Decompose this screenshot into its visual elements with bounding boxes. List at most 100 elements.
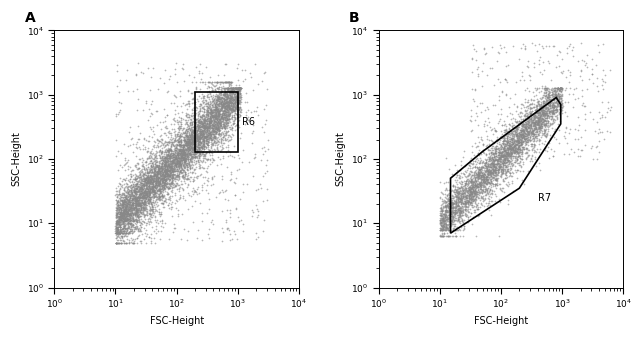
Point (203, 116, 213, 122)
Point (226, 83, 236, 88)
Point (120, 194, 130, 200)
Point (161, 168, 171, 173)
Point (181, 134, 192, 139)
Point (145, 160, 155, 165)
Point (229, 115, 239, 120)
Point (545, 102, 556, 107)
Point (135, 203, 145, 209)
Point (194, 111, 204, 116)
Point (453, 207, 464, 213)
Point (503, 168, 513, 174)
Point (494, 98, 504, 103)
Point (505, 152, 516, 157)
Point (228, 104, 238, 110)
Point (134, 185, 145, 190)
Point (197, 153, 208, 158)
Point (176, 167, 186, 173)
Point (449, 209, 459, 214)
Point (234, 98, 244, 103)
Point (217, 95, 227, 100)
Point (111, 215, 121, 221)
Point (478, 173, 489, 178)
Point (112, 226, 122, 232)
Point (550, 91, 561, 96)
Point (541, 92, 551, 97)
Point (448, 205, 458, 210)
Point (163, 168, 173, 174)
Point (548, 102, 558, 108)
Point (263, 137, 273, 143)
Point (162, 156, 172, 161)
Point (545, 106, 556, 111)
Point (124, 183, 134, 188)
Point (461, 178, 471, 183)
Point (129, 183, 140, 189)
Point (214, 136, 224, 142)
Point (194, 162, 204, 167)
Point (194, 138, 204, 144)
Point (167, 158, 177, 163)
Point (519, 133, 529, 139)
Point (159, 174, 170, 179)
Point (192, 154, 203, 159)
Point (170, 162, 181, 167)
Point (530, 125, 541, 130)
Point (188, 140, 199, 145)
Point (131, 209, 141, 214)
Point (540, 128, 550, 133)
Point (509, 134, 519, 139)
Point (162, 113, 172, 118)
Point (177, 155, 188, 160)
Point (523, 130, 533, 136)
Point (149, 183, 159, 188)
Point (225, 97, 235, 103)
Point (131, 198, 141, 204)
Point (158, 178, 168, 183)
Point (166, 165, 176, 171)
Point (212, 137, 222, 142)
Point (167, 178, 177, 184)
Point (156, 173, 166, 178)
Point (522, 132, 532, 138)
Point (183, 146, 194, 152)
Point (176, 152, 186, 157)
Point (455, 182, 466, 187)
Point (141, 180, 152, 185)
Point (116, 218, 126, 224)
Point (150, 178, 160, 184)
Point (203, 79, 213, 85)
Point (475, 184, 485, 189)
Point (188, 137, 198, 143)
Point (223, 128, 233, 134)
Point (224, 98, 234, 103)
Point (526, 118, 536, 124)
Point (497, 154, 507, 159)
Point (489, 188, 499, 193)
Point (507, 112, 517, 117)
Point (142, 181, 152, 186)
Point (510, 128, 520, 134)
Point (127, 195, 138, 201)
Point (490, 164, 500, 170)
Point (234, 83, 244, 88)
Point (132, 160, 142, 165)
Point (132, 190, 143, 195)
Point (444, 234, 455, 239)
Point (196, 152, 206, 157)
Point (462, 181, 473, 187)
Point (212, 113, 222, 118)
Point (469, 193, 480, 199)
Point (214, 113, 224, 118)
Point (170, 175, 180, 180)
Point (488, 169, 498, 175)
Point (460, 174, 471, 180)
Point (184, 98, 194, 103)
Point (507, 142, 518, 147)
Point (231, 95, 241, 101)
Point (160, 149, 170, 154)
Point (132, 195, 143, 201)
Point (186, 135, 196, 141)
Point (174, 142, 184, 148)
Point (122, 216, 132, 221)
Point (195, 123, 205, 128)
